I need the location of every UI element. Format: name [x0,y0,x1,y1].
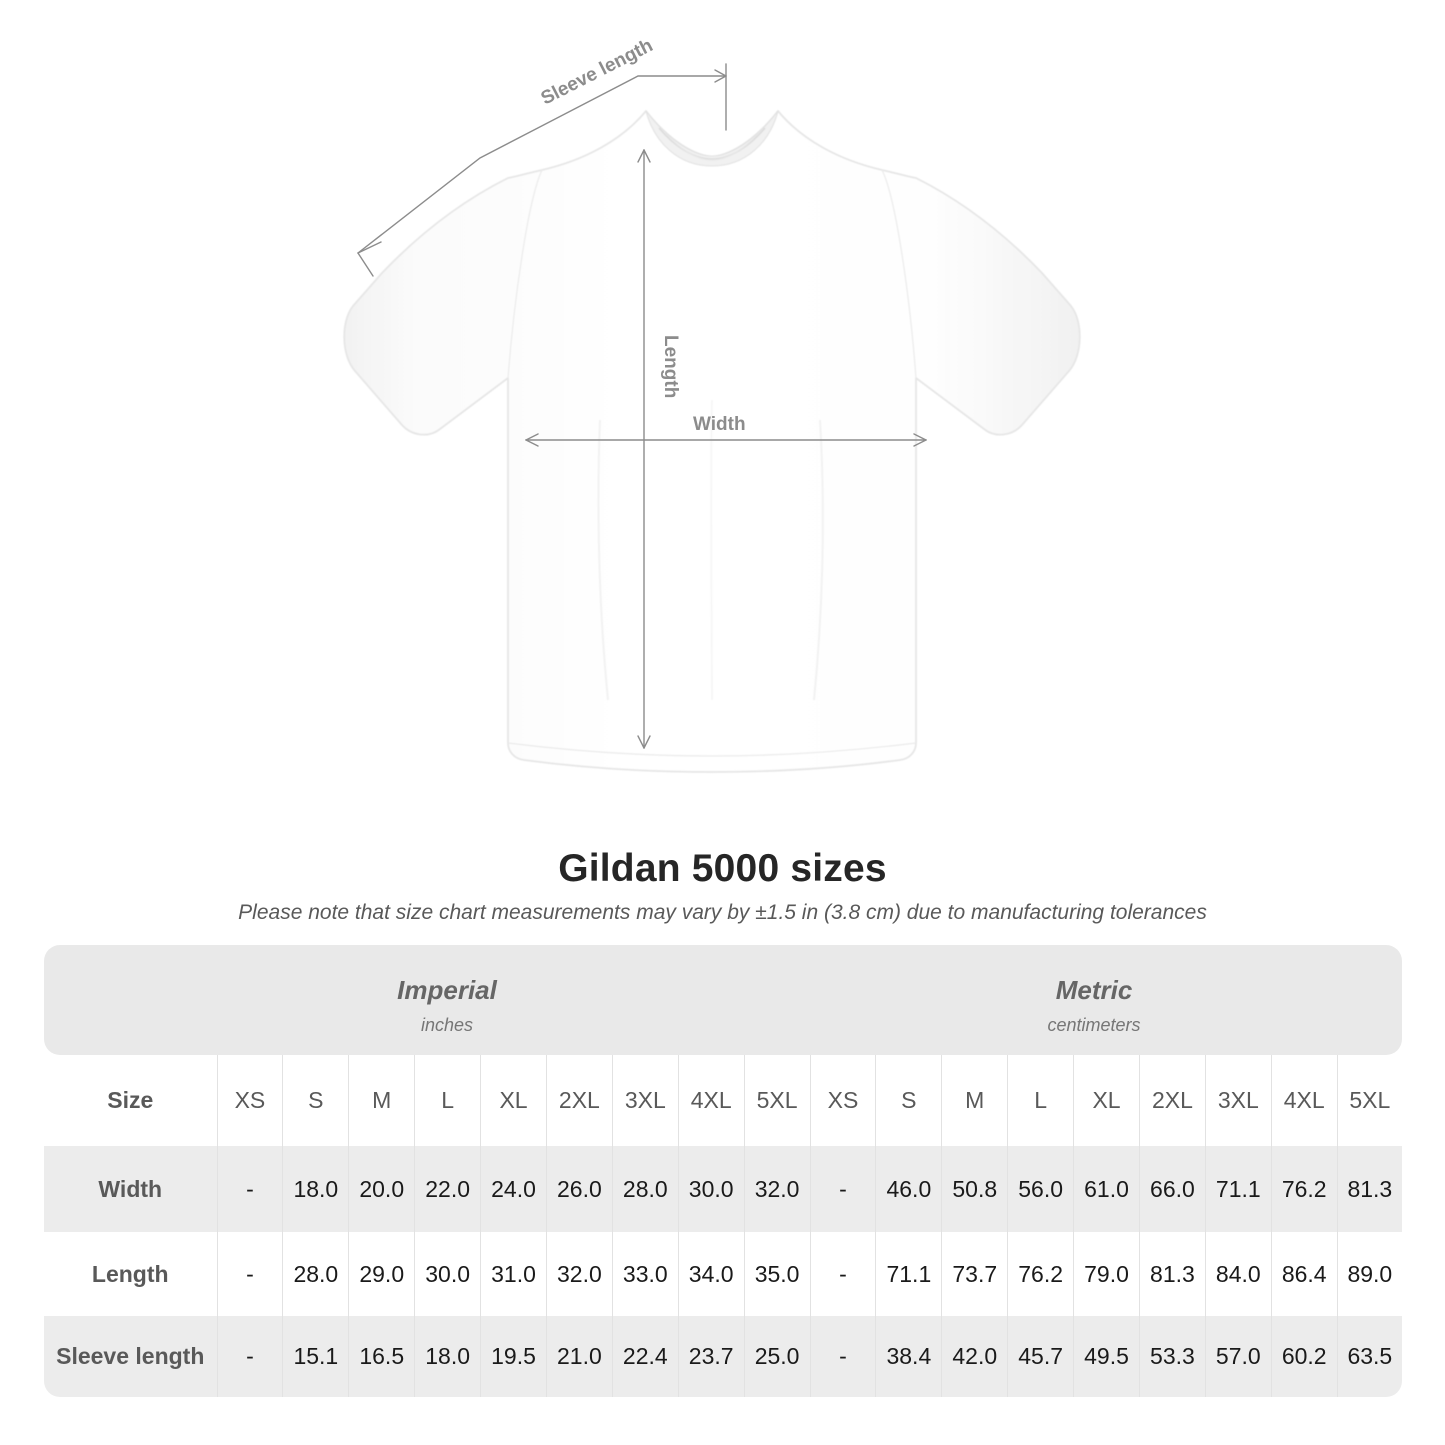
svg-text:Width: Width [693,414,746,435]
svg-text:Length: Length [660,335,681,398]
svg-text:Sleeve length: Sleeve length [538,35,657,109]
